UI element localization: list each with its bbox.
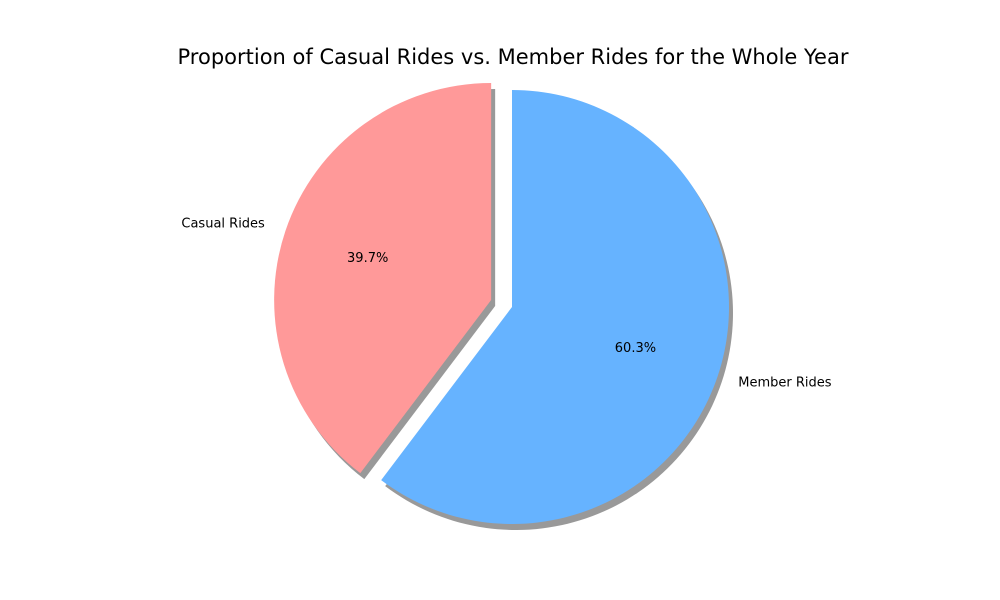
slice-pct-label-casual-rides: 39.7% — [347, 251, 388, 266]
chart-title: Proportion of Casual Rides vs. Member Ri… — [178, 45, 849, 69]
slice-label-casual-rides: Casual Rides — [181, 217, 265, 232]
slice-casual-rides — [274, 83, 492, 474]
slice-layer — [274, 83, 729, 524]
slice-pct-label-member-rides: 60.3% — [615, 341, 656, 356]
label-layer: Casual Rides 39.7% Member Rides 60.3% — [181, 217, 831, 391]
slice-member-rides — [381, 90, 729, 524]
slice-label-member-rides: Member Rides — [738, 375, 831, 390]
